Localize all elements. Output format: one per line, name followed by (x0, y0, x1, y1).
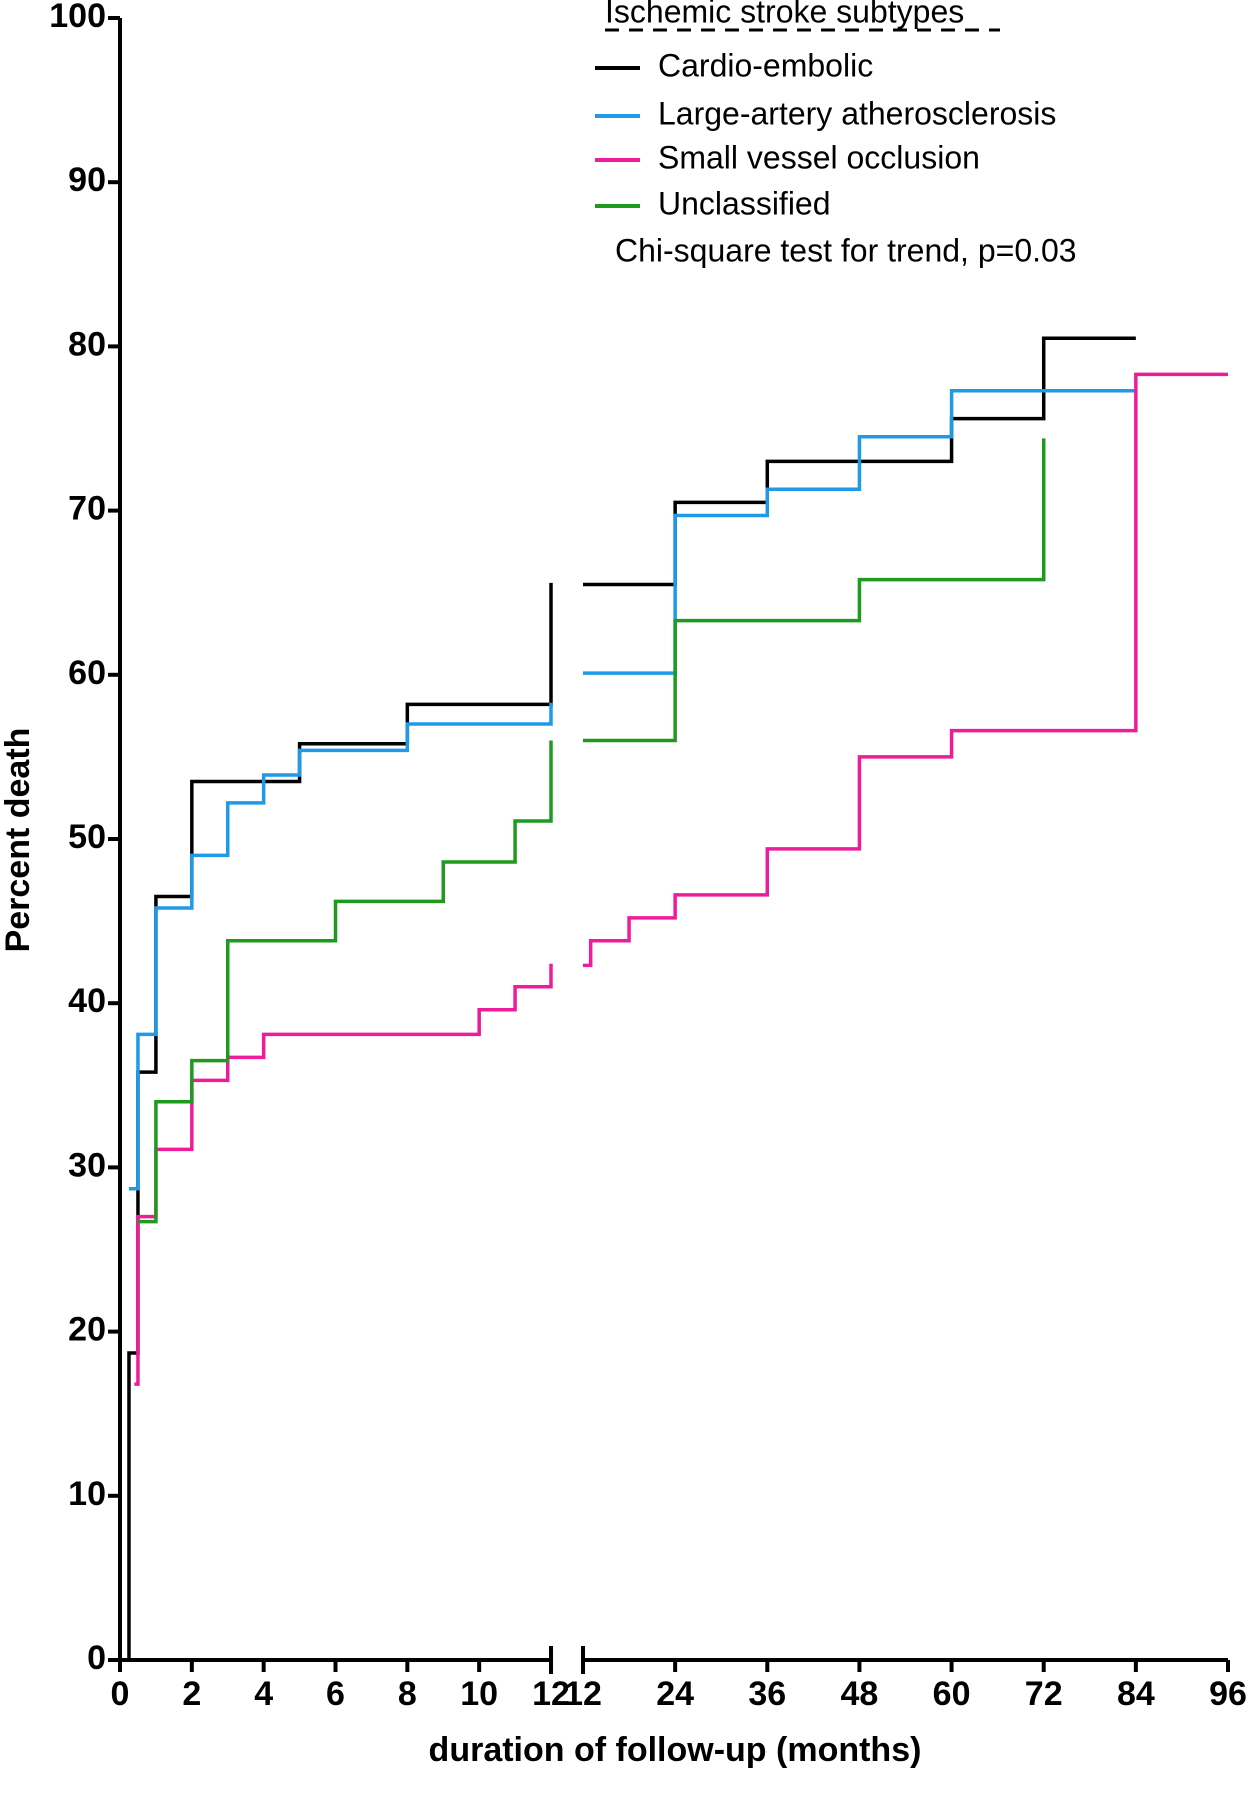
legend-label: Small vessel occlusion (658, 139, 980, 175)
y-tick-label: 50 (68, 818, 106, 856)
step-line (583, 438, 1046, 743)
y-tick-label: 90 (68, 161, 106, 199)
x-tick-label: 8 (398, 1675, 417, 1713)
x-tick-label: 72 (1025, 1675, 1063, 1713)
y-tick-label: 10 (68, 1475, 106, 1513)
x-tick-label: 96 (1209, 1675, 1247, 1713)
y-tick-label: 40 (68, 982, 106, 1020)
y-tick-label: 0 (87, 1639, 106, 1677)
legend-title: Ischemic stroke subtypes (605, 0, 964, 29)
x-tick-label: 0 (111, 1675, 130, 1713)
y-tick-label: 20 (68, 1311, 106, 1349)
y-tick-label: 100 (49, 0, 106, 35)
y-tick-label: 70 (68, 490, 106, 528)
x-tick-label: 48 (841, 1675, 879, 1713)
x-tick-label: 24 (656, 1675, 694, 1713)
x-tick-label: 2 (182, 1675, 201, 1713)
y-axis-label: Percent death (0, 728, 37, 953)
x-tick-label: 12 (564, 1675, 602, 1713)
y-tick-label: 80 (68, 325, 106, 363)
step-line (583, 388, 1136, 675)
step-line (583, 372, 1228, 968)
legend-label: Large-artery atherosclerosis (658, 95, 1056, 131)
step-line (137, 740, 553, 1224)
x-tick-label: 10 (460, 1675, 498, 1713)
x-axis-label: duration of follow-up (months) (429, 1731, 922, 1769)
x-tick-label: 84 (1117, 1675, 1155, 1713)
x-tick-label: 6 (326, 1675, 345, 1713)
y-tick-label: 30 (68, 1146, 106, 1184)
x-tick-label: 4 (254, 1675, 273, 1713)
step-line (120, 582, 553, 1662)
x-tick-label: 12 (532, 1675, 570, 1713)
step-line (128, 702, 553, 1191)
y-tick-label: 60 (68, 654, 106, 692)
x-tick-label: 60 (933, 1675, 971, 1713)
annotation: Chi-square test for trend, p=0.03 (615, 232, 1077, 268)
step-line (134, 963, 553, 1386)
x-tick-label: 36 (748, 1675, 786, 1713)
legend-label: Unclassified (658, 185, 831, 221)
legend-label: Cardio-embolic (658, 47, 873, 83)
